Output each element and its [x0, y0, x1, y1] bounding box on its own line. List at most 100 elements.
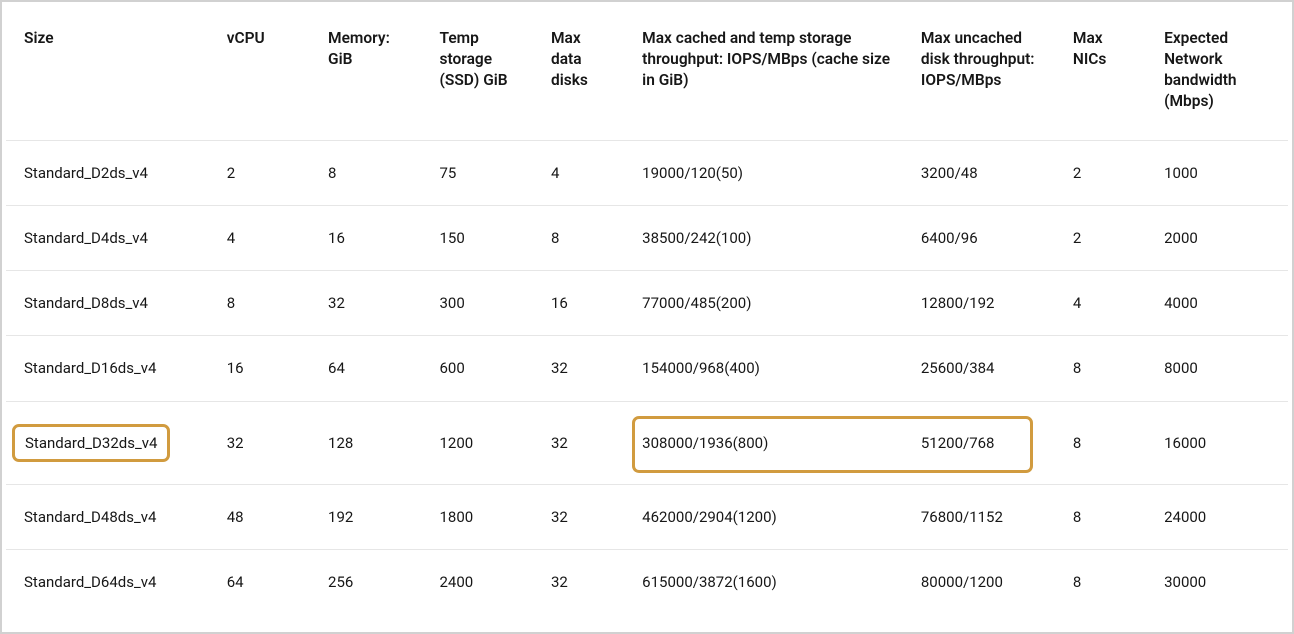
cell-value-temp: 150: [440, 229, 465, 247]
cell-value-vcpu: 4: [227, 229, 235, 247]
cell-cache: 19000/120(50): [624, 140, 903, 205]
cell-value-temp: 600: [440, 359, 465, 377]
vm-sizes-table: SizevCPUMemory: GiBTemp storage (SSD) Gi…: [6, 8, 1288, 614]
cell-value-cache: 154000/968(400): [642, 359, 760, 377]
cell-unc: 6400/96: [903, 205, 1055, 270]
cell-nics: 8: [1055, 550, 1146, 615]
table-row: Standard_D2ds_v4 2 8 75 4 19000/120(50) 3200/4…: [6, 140, 1288, 205]
cell-unc: 76800/1152: [903, 484, 1055, 549]
cell-value-mem: 8: [328, 164, 336, 182]
cell-value-temp: 75: [440, 164, 457, 182]
cell-value-size: Standard_D32ds_v4: [25, 434, 157, 452]
cell-vcpu: 16: [209, 336, 310, 401]
cell-bw: 8000: [1146, 336, 1288, 401]
cell-disks: 32: [533, 336, 624, 401]
cell-size: Standard_D32ds_v4: [6, 401, 209, 484]
cell-value-nics: 8: [1073, 359, 1081, 377]
cell-value-cache: 615000/3872(1600): [642, 573, 777, 591]
table-row: Standard_D48ds_v4 48 192 1800 32 462000/2904(…: [6, 484, 1288, 549]
cell-nics: 2: [1055, 205, 1146, 270]
cell-nics: 4: [1055, 271, 1146, 336]
cell-value-bw: 2000: [1164, 229, 1198, 247]
cell-value-size: Standard_D16ds_v4: [24, 359, 156, 377]
cell-value-nics: 8: [1073, 573, 1081, 591]
col-header-size: Size: [6, 8, 209, 140]
cell-vcpu: 48: [209, 484, 310, 549]
cell-value-disks: 4: [551, 164, 559, 182]
cell-vcpu: 8: [209, 271, 310, 336]
cell-value-size: Standard_D4ds_v4: [24, 229, 148, 247]
cell-value-temp: 1200: [440, 434, 474, 452]
cell-value-cache: 19000/120(50): [642, 164, 743, 182]
table-row: Standard_D8ds_v4 8 32 300 16 77000/485(200) 12…: [6, 271, 1288, 336]
cell-nics: 8: [1055, 484, 1146, 549]
table-row: Standard_D32ds_v4 32 128 1200 32 308000/1936(…: [6, 401, 1288, 484]
cell-value-bw: 16000: [1164, 434, 1206, 452]
cell-value-vcpu: 8: [227, 294, 235, 312]
cell-mem: 128: [310, 401, 421, 484]
cell-value-size: Standard_D8ds_v4: [24, 294, 148, 312]
cell-temp: 75: [422, 140, 533, 205]
cell-nics: 2: [1055, 140, 1146, 205]
cell-vcpu: 32: [209, 401, 310, 484]
cell-vcpu: 4: [209, 205, 310, 270]
cell-value-unc: 25600/384: [921, 359, 995, 377]
cell-value-temp: 1800: [440, 508, 474, 526]
cell-bw: 4000: [1146, 271, 1288, 336]
cell-value-unc: 76800/1152: [921, 508, 1003, 526]
cell-disks: 32: [533, 550, 624, 615]
cell-disks: 4: [533, 140, 624, 205]
cell-value-mem: 192: [328, 508, 353, 526]
cell-disks: 16: [533, 271, 624, 336]
cell-value-cache: 77000/485(200): [642, 294, 751, 312]
table-body: Standard_D2ds_v4 2 8 75 4 19000/120(50) 3200/4…: [6, 140, 1288, 614]
cell-cache: 462000/2904(1200): [624, 484, 903, 549]
col-header-cache: Max cached and temp storage throughput: …: [624, 8, 903, 140]
cell-value-bw: 4000: [1164, 294, 1198, 312]
cell-temp: 300: [422, 271, 533, 336]
cell-value-unc: 3200/48: [921, 164, 978, 182]
cell-unc: 51200/768: [903, 401, 1055, 484]
cell-value-size: Standard_D48ds_v4: [24, 508, 156, 526]
cell-disks: 32: [533, 401, 624, 484]
cell-bw: 2000: [1146, 205, 1288, 270]
cell-temp: 150: [422, 205, 533, 270]
cell-vcpu: 64: [209, 550, 310, 615]
cell-value-mem: 64: [328, 359, 345, 377]
cell-nics: 8: [1055, 401, 1146, 484]
cell-value-nics: 2: [1073, 229, 1081, 247]
cell-value-temp: 300: [440, 294, 465, 312]
cell-value-vcpu: 48: [227, 508, 244, 526]
cell-unc: 80000/1200: [903, 550, 1055, 615]
cell-value-disks: 8: [551, 229, 559, 247]
cell-value-cache: 308000/1936(800): [642, 434, 768, 452]
cell-mem: 256: [310, 550, 421, 615]
cell-cache: 308000/1936(800): [624, 401, 903, 484]
cell-value-unc: 51200/768: [921, 434, 995, 452]
cell-value-vcpu: 64: [227, 573, 244, 591]
cell-size: Standard_D8ds_v4: [6, 271, 209, 336]
cell-disks: 32: [533, 484, 624, 549]
cell-value-vcpu: 2: [227, 164, 235, 182]
cell-temp: 2400: [422, 550, 533, 615]
cell-cache: 615000/3872(1600): [624, 550, 903, 615]
cell-nics: 8: [1055, 336, 1146, 401]
cell-value-nics: 4: [1073, 294, 1081, 312]
cell-mem: 192: [310, 484, 421, 549]
cell-value-disks: 32: [551, 508, 568, 526]
cell-value-bw: 30000: [1164, 573, 1206, 591]
cell-value-vcpu: 32: [227, 434, 244, 452]
cell-size: Standard_D4ds_v4: [6, 205, 209, 270]
cell-value-disks: 32: [551, 359, 568, 377]
cell-value-unc: 12800/192: [921, 294, 995, 312]
cell-size: Standard_D16ds_v4: [6, 336, 209, 401]
cell-value-mem: 256: [328, 573, 353, 591]
cell-value-mem: 32: [328, 294, 345, 312]
cell-size: Standard_D2ds_v4: [6, 140, 209, 205]
cell-size: Standard_D48ds_v4: [6, 484, 209, 549]
cell-bw: 30000: [1146, 550, 1288, 615]
cell-value-mem: 16: [328, 229, 345, 247]
cell-cache: 38500/242(100): [624, 205, 903, 270]
table-row: Standard_D64ds_v464256240032615000/3872(…: [6, 550, 1288, 615]
cell-temp: 1200: [422, 401, 533, 484]
